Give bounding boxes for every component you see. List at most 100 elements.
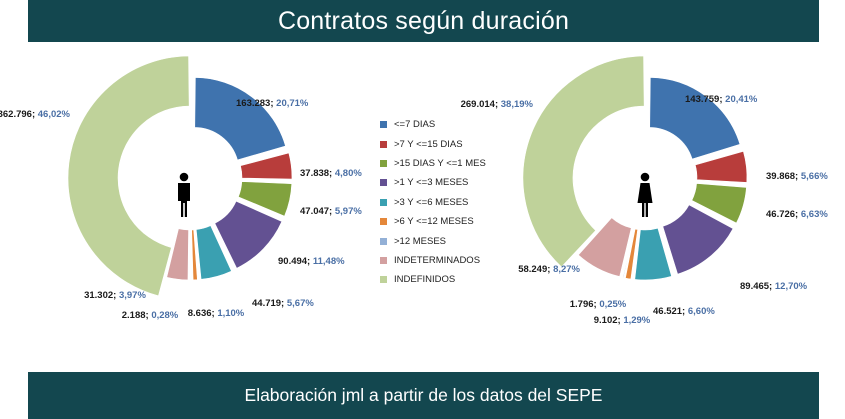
data-label: 39.868; 5,66%	[766, 171, 828, 182]
slice-1-y-3-meses	[214, 200, 283, 269]
legend-item: >1 Y <=3 MESES	[380, 173, 530, 192]
percent-label: 6,60%	[688, 306, 715, 317]
percent-label: 6,63%	[801, 209, 828, 220]
count-label: 46.521;	[653, 306, 688, 317]
data-label: 31.302; 3,97%	[84, 290, 146, 301]
slice-7-dias	[194, 77, 286, 161]
data-label: 9.102; 1,29%	[594, 315, 651, 326]
data-label: 58.249; 8,27%	[518, 264, 580, 275]
data-label: 1.796; 0,25%	[570, 299, 627, 310]
percent-label: 20,41%	[725, 94, 758, 105]
percent-label: 12,70%	[775, 281, 808, 292]
percent-label: 5,67%	[287, 298, 314, 309]
percent-label: 1,29%	[623, 315, 650, 326]
data-label: 163.283; 20,71%	[236, 98, 309, 109]
count-label: 269.014;	[461, 99, 501, 110]
legend-swatch	[380, 198, 387, 206]
percent-label: 38,19%	[501, 99, 534, 110]
slice-6-y-12-meses	[191, 229, 198, 281]
slice-7-y-15-dias	[694, 150, 748, 183]
slice-3-y-6-meses	[634, 227, 672, 281]
legend-label: INDEFINIDOS	[394, 274, 456, 286]
percent-label: 0,28%	[151, 310, 178, 321]
count-label: 46.726;	[766, 209, 801, 220]
data-label: 143.759; 20,41%	[685, 94, 758, 105]
legend: <=7 DIAS >7 Y <=15 DIAS >15 DIAS Y <=1 MES…	[380, 115, 530, 290]
count-label: 90.494;	[278, 256, 313, 267]
count-label: 163.283;	[236, 98, 276, 109]
slice-1-y-3-meses	[662, 204, 734, 275]
count-label: 31.302;	[84, 290, 119, 301]
percent-label: 5,66%	[801, 171, 828, 182]
legend-item: >7 Y <=15 DIAS	[380, 134, 530, 153]
legend-label: >7 Y <=15 DIAS	[394, 138, 463, 150]
slice-7-y-15-dias	[240, 152, 293, 180]
count-label: 47.047;	[300, 206, 335, 217]
legend-label: >3 Y <=6 MESES	[394, 196, 469, 208]
legend-label: INDETERMINADOS	[394, 254, 481, 266]
slice-12-meses	[622, 228, 635, 279]
count-label: 8.636;	[188, 308, 218, 319]
count-label: 2.188;	[122, 310, 152, 321]
legend-swatch	[380, 237, 387, 245]
data-label: 46.726; 6,63%	[766, 209, 828, 220]
data-label: 89.465; 12,70%	[740, 281, 808, 292]
count-label: 39.868;	[766, 171, 801, 182]
legend-swatch	[380, 256, 387, 264]
data-label: 90.494; 11,48%	[278, 256, 345, 267]
legend-swatch	[380, 140, 387, 148]
legend-item: INDETERMINADOS	[380, 251, 530, 270]
percent-label: 8,27%	[553, 264, 580, 275]
data-label: 46.521; 6,60%	[653, 306, 715, 317]
legend-swatch	[380, 218, 387, 226]
legend-item: >15 DIAS Y <=1 MES	[380, 154, 530, 173]
percent-label: 0,25%	[599, 299, 626, 310]
slice-indeterminados	[166, 228, 189, 281]
legend-swatch	[380, 159, 387, 167]
count-label: 58.249;	[518, 264, 553, 275]
percent-label: 20,71%	[276, 98, 309, 109]
data-label: 269.014; 38,19%	[461, 99, 534, 110]
page-title: Contratos según duración	[277, 6, 570, 35]
legend-item: >6 Y <=12 MESES	[380, 212, 530, 231]
legend-item: INDEFINIDOS	[380, 270, 530, 289]
male-person-icon	[178, 172, 190, 217]
legend-label: >15 DIAS Y <=1 MES	[394, 157, 486, 169]
legend-label: <=7 DIAS	[394, 119, 436, 131]
legend-label: >6 Y <=12 MESES	[394, 216, 474, 228]
count-label: 1.796;	[570, 299, 600, 310]
count-label: 9.102;	[594, 315, 624, 326]
count-label: 44.719;	[252, 298, 287, 309]
legend-swatch	[380, 121, 387, 129]
data-label: 2.188; 0,28%	[122, 310, 179, 321]
donut-chart-1: 163.283; 20,71% 37.838; 4,80% 47.047; 5,97…	[0, 55, 362, 321]
legend-item: >3 Y <=6 MESES	[380, 193, 530, 212]
percent-label: 4,80%	[335, 168, 362, 179]
data-label: 362.796; 46,02%	[0, 109, 71, 120]
source-note: Elaboración jml a partir de los datos de…	[244, 385, 603, 405]
slice-12-meses	[189, 229, 192, 281]
percent-label: 11,48%	[313, 256, 345, 267]
count-label: 37.838;	[300, 168, 335, 179]
donut-chart-2: 143.759; 20,41% 39.868; 5,66% 46.726; 6,63…	[461, 55, 828, 326]
count-label: 89.465;	[740, 281, 775, 292]
data-label: 47.047; 5,97%	[300, 206, 362, 217]
legend-label: >12 MESES	[394, 235, 447, 247]
legend-swatch	[380, 276, 387, 284]
legend-item: >12 MESES	[380, 231, 530, 250]
slice-15-dias-y-1-mes	[691, 183, 747, 224]
female-person-icon	[637, 172, 653, 217]
slice-indefinidos	[522, 55, 645, 268]
percent-label: 46,02%	[38, 109, 71, 120]
data-label: 37.838; 4,80%	[300, 168, 362, 179]
count-label: 362.796;	[0, 109, 38, 120]
count-label: 143.759;	[685, 94, 725, 105]
slice-3-y-6-meses	[195, 225, 232, 280]
slice-15-dias-y-1-mes	[237, 181, 293, 217]
percent-label: 1,10%	[217, 308, 244, 319]
source-banner: Elaboración jml a partir de los datos de…	[28, 372, 819, 419]
data-label: 44.719; 5,67%	[252, 298, 314, 309]
legend-item: <=7 DIAS	[380, 115, 530, 134]
slice-indeterminados	[577, 217, 632, 277]
